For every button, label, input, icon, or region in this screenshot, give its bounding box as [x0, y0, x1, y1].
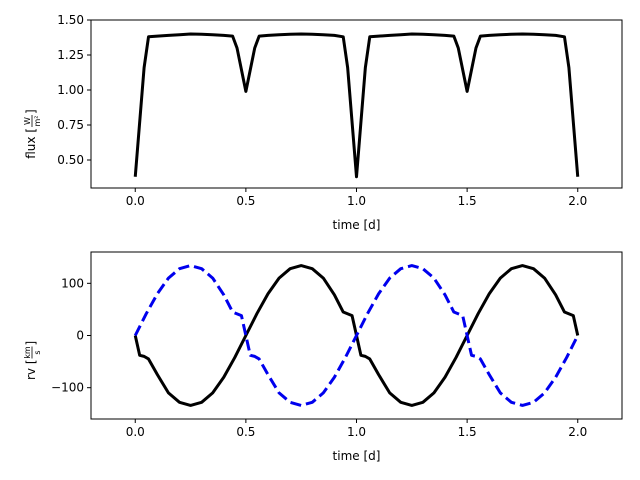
y-axis-label-prefix: flux [	[24, 128, 38, 159]
y-tick-label: 0	[76, 329, 84, 343]
x-tick-label: 0.0	[126, 425, 145, 439]
y-tick-label: 1.00	[57, 83, 84, 97]
y-tick-label: −100	[51, 381, 84, 395]
series-line-2	[133, 264, 580, 407]
x-tick-label: 2.0	[568, 425, 587, 439]
y-tick-label: 1.50	[57, 13, 84, 27]
y-axis-label-denominator: m²	[33, 116, 42, 127]
x-tick-label: 0.5	[236, 425, 255, 439]
y-axis-label-suffix: ]	[24, 109, 38, 114]
x-tick-label: 1.0	[347, 425, 366, 439]
x-axis-label: time [d]	[333, 218, 381, 232]
x-tick-label: 2.0	[568, 194, 587, 208]
x-tick-label: 1.0	[347, 194, 366, 208]
y-axis-label-suffix: ]	[24, 341, 38, 346]
y-tick-label: 0.75	[57, 118, 84, 132]
y-axis-label: rv [km s]	[23, 341, 42, 380]
y-axis-label-denominator: s	[33, 350, 42, 354]
y-axis-label-numerator: km	[23, 346, 32, 359]
x-tick-label: 0.5	[236, 194, 255, 208]
subplot-1: 0.0 0.5 1.0 1.5 2.0 0.50 0.75 1.00 1.25 1.50 time …	[23, 13, 623, 232]
y-axis-label: flux [ W m²]	[23, 109, 42, 158]
x-tick-label: 1.5	[458, 425, 477, 439]
subplot-2: 0.0 0.5 1.0 1.5 2.0 −100 0 100 time [d] rv [km s]	[23, 251, 623, 463]
x-tick-label: 0.0	[126, 194, 145, 208]
y-tick-label: 1.25	[57, 48, 84, 62]
y-axis-label-numerator: W	[23, 117, 32, 125]
x-tick-label: 1.5	[458, 194, 477, 208]
x-axis-label: time [d]	[333, 449, 381, 463]
y-tick-label: 100	[61, 276, 84, 290]
y-tick-label: 0.50	[57, 153, 84, 167]
series-line-1	[133, 32, 580, 179]
y-axis-label-prefix: rv [	[24, 360, 38, 381]
